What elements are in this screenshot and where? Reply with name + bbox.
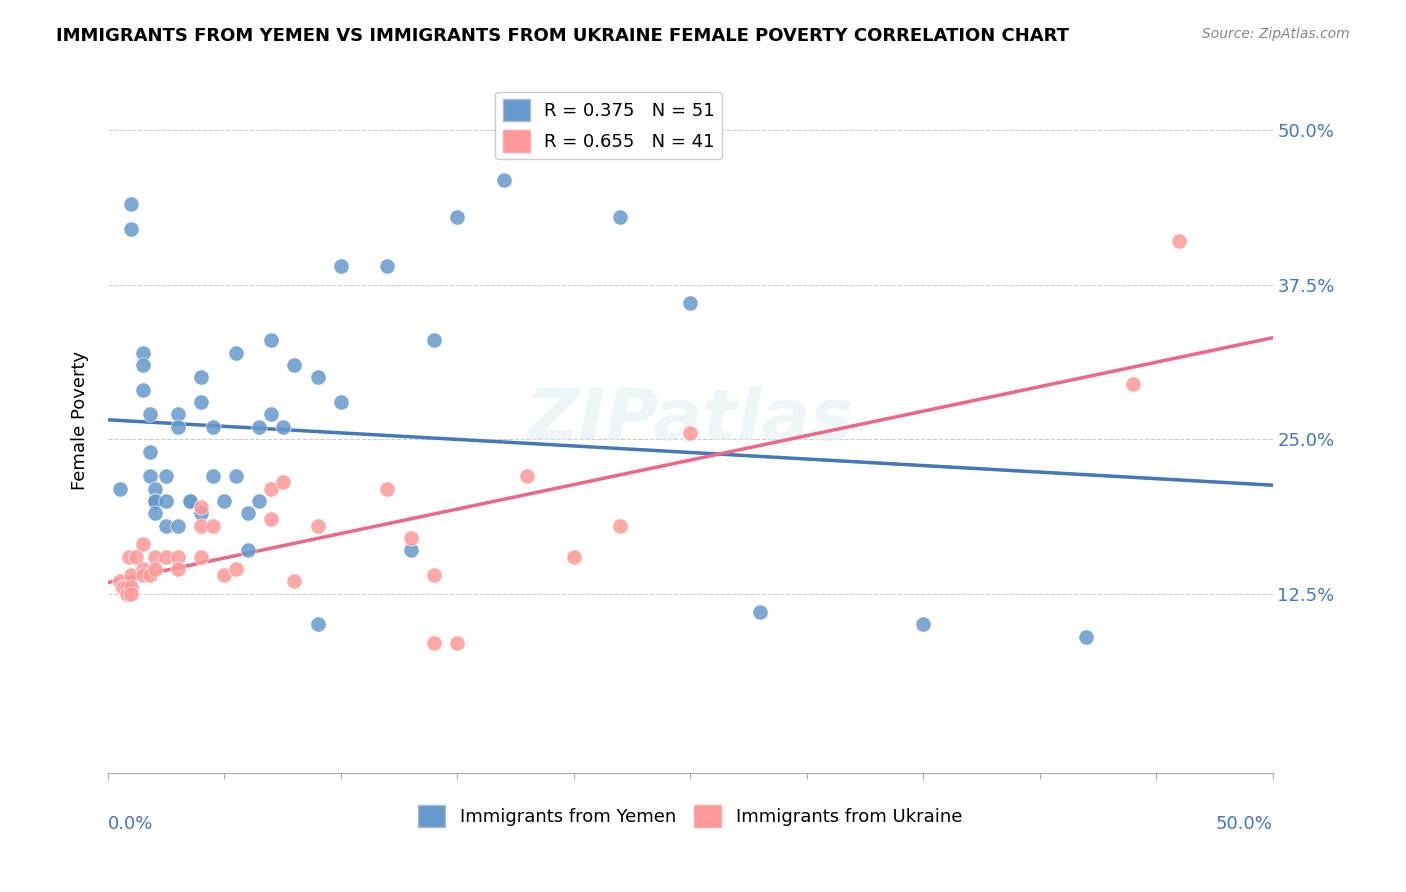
- Point: [247, 494, 270, 508]
- Point: [115, 586, 138, 600]
- Point: [214, 494, 236, 508]
- Point: [307, 617, 329, 632]
- Point: [423, 568, 446, 582]
- Point: [516, 469, 538, 483]
- Point: [155, 549, 177, 564]
- Point: [271, 475, 294, 490]
- Point: [190, 506, 212, 520]
- Point: [492, 172, 515, 186]
- Point: [118, 549, 141, 564]
- Point: [423, 334, 446, 348]
- Point: [139, 568, 162, 582]
- Point: [260, 512, 283, 526]
- Point: [225, 469, 247, 483]
- Point: [562, 549, 585, 564]
- Point: [120, 568, 142, 582]
- Point: [143, 506, 166, 520]
- Point: [260, 482, 283, 496]
- Point: [446, 210, 468, 224]
- Point: [1076, 630, 1098, 644]
- Point: [749, 605, 772, 619]
- Text: 50.0%: 50.0%: [1216, 815, 1272, 833]
- Point: [143, 562, 166, 576]
- Point: [167, 549, 190, 564]
- Point: [190, 518, 212, 533]
- Point: [423, 636, 446, 650]
- Point: [167, 408, 190, 422]
- Point: [679, 425, 702, 440]
- Point: [155, 469, 177, 483]
- Point: [201, 469, 224, 483]
- Point: [225, 345, 247, 359]
- Point: [155, 518, 177, 533]
- Point: [132, 562, 155, 576]
- Point: [120, 581, 142, 595]
- Point: [143, 482, 166, 496]
- Point: [307, 518, 329, 533]
- Point: [399, 531, 422, 545]
- Point: [155, 494, 177, 508]
- Point: [120, 197, 142, 211]
- Point: [283, 574, 305, 589]
- Y-axis label: Female Poverty: Female Poverty: [72, 351, 89, 491]
- Point: [115, 581, 138, 595]
- Point: [132, 383, 155, 397]
- Point: [132, 568, 155, 582]
- Point: [446, 636, 468, 650]
- Point: [139, 469, 162, 483]
- Point: [329, 395, 352, 409]
- Point: [179, 494, 201, 508]
- Point: [143, 494, 166, 508]
- Point: [190, 549, 212, 564]
- Point: [132, 358, 155, 372]
- Point: [132, 345, 155, 359]
- Point: [260, 334, 283, 348]
- Point: [120, 586, 142, 600]
- Point: [179, 494, 201, 508]
- Point: [201, 419, 224, 434]
- Text: Source: ZipAtlas.com: Source: ZipAtlas.com: [1202, 27, 1350, 41]
- Point: [236, 543, 259, 558]
- Point: [111, 581, 134, 595]
- Point: [399, 543, 422, 558]
- Point: [1122, 376, 1144, 391]
- Point: [139, 444, 162, 458]
- Point: [247, 419, 270, 434]
- Point: [143, 549, 166, 564]
- Point: [167, 518, 190, 533]
- Point: [167, 562, 190, 576]
- Point: [139, 408, 162, 422]
- Point: [912, 617, 935, 632]
- Point: [271, 419, 294, 434]
- Point: [190, 370, 212, 384]
- Point: [225, 562, 247, 576]
- Text: ZIPatlas: ZIPatlas: [527, 386, 853, 455]
- Point: [190, 500, 212, 515]
- Legend: Immigrants from Yemen, Immigrants from Ukraine: Immigrants from Yemen, Immigrants from U…: [411, 797, 969, 834]
- Point: [167, 419, 190, 434]
- Text: 0.0%: 0.0%: [108, 815, 153, 833]
- Point: [377, 482, 399, 496]
- Point: [190, 395, 212, 409]
- Text: IMMIGRANTS FROM YEMEN VS IMMIGRANTS FROM UKRAINE FEMALE POVERTY CORRELATION CHAR: IMMIGRANTS FROM YEMEN VS IMMIGRANTS FROM…: [56, 27, 1069, 45]
- Point: [307, 370, 329, 384]
- Point: [329, 259, 352, 273]
- Point: [143, 494, 166, 508]
- Point: [108, 574, 131, 589]
- Point: [1168, 235, 1191, 249]
- Point: [609, 210, 631, 224]
- Point: [132, 537, 155, 551]
- Point: [108, 482, 131, 496]
- Point: [201, 518, 224, 533]
- Point: [260, 408, 283, 422]
- Point: [125, 549, 148, 564]
- Point: [214, 568, 236, 582]
- Point: [112, 581, 135, 595]
- Point: [283, 358, 305, 372]
- Point: [120, 222, 142, 236]
- Point: [679, 296, 702, 310]
- Point: [377, 259, 399, 273]
- Point: [236, 506, 259, 520]
- Point: [609, 518, 631, 533]
